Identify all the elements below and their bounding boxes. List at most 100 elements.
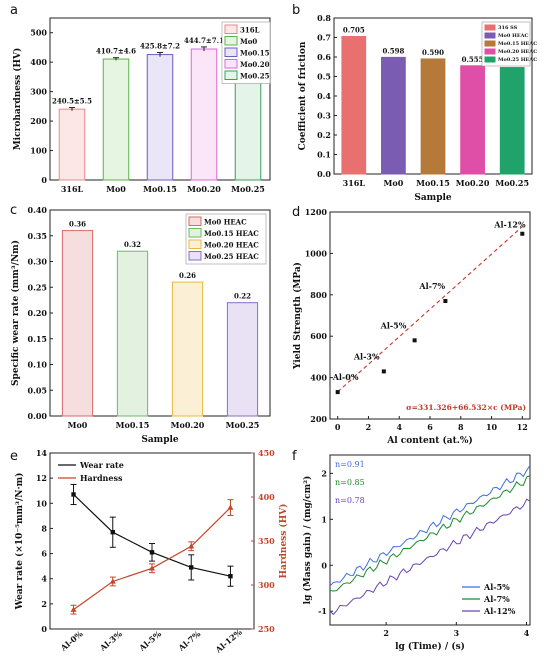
panel-b-ylabel: Coefficient of friction bbox=[298, 41, 308, 150]
panel-e-marker bbox=[149, 565, 155, 571]
panel-c-bar bbox=[116, 250, 149, 417]
panel-f-xtick-label: 3 bbox=[454, 628, 460, 638]
panel-e-legend-label: Wear rate bbox=[79, 460, 124, 470]
panel-f-ytick-label: -1 bbox=[318, 606, 327, 616]
panel-d-ytick-label: 200 bbox=[310, 414, 327, 424]
panel-e-ytick-right-label: 450 bbox=[258, 448, 275, 458]
panel-d-xtick-label: 0 bbox=[335, 422, 341, 432]
panel-letter-c: c bbox=[10, 203, 17, 218]
panel-c-bar bbox=[226, 302, 259, 417]
panel-a-xtick-label: 316L bbox=[61, 184, 84, 194]
panel-e-marker bbox=[70, 606, 77, 612]
panel-c-xtick-label: Mo0 bbox=[68, 420, 88, 430]
panel-d-point-label: Al-5% bbox=[380, 320, 407, 330]
panel-b-legend-swatch bbox=[484, 48, 496, 55]
panel-b-data-label: 0.598 bbox=[382, 46, 404, 55]
panel-b-legend-label: Mo0 HEAC bbox=[498, 33, 529, 39]
panel-e-ytick-label: 8 bbox=[41, 523, 47, 533]
panel-a-legend-swatch bbox=[224, 59, 238, 69]
panel-d-point-label: Al-7% bbox=[418, 281, 445, 291]
panel-d-xtick-label: 10 bbox=[486, 422, 498, 432]
panel-b-xtick-label: Mo0 bbox=[384, 178, 404, 188]
panel-d-point-label: Al-0% bbox=[332, 372, 359, 382]
panel-d-xtick-label: 12 bbox=[517, 422, 528, 432]
panel-a-legend-swatch bbox=[224, 36, 238, 46]
panel-a-legend-label: Mo0.25 bbox=[240, 72, 270, 81]
panel-e-marker bbox=[188, 543, 195, 549]
panel-c-xtick-label: Mo0.25 bbox=[226, 420, 260, 430]
panel-c-bar bbox=[171, 281, 204, 417]
panel-a-ytick-label: 200 bbox=[30, 116, 47, 126]
panel-a-ytick-label: 300 bbox=[30, 87, 47, 97]
panel-e-marker bbox=[110, 530, 115, 535]
panel-a-xtick-label: Mo0.20 bbox=[187, 184, 221, 194]
panel-a-legend-swatch bbox=[224, 24, 238, 34]
panel-b-bar bbox=[499, 67, 525, 175]
panel-d-point-label: Al-3% bbox=[353, 351, 380, 361]
panel-f-ytick-label: 0 bbox=[321, 560, 327, 570]
panel-b-bar bbox=[460, 65, 485, 175]
panel-d-xtick-label: 2 bbox=[366, 422, 372, 432]
panel-e-marker bbox=[149, 550, 155, 555]
panel-a-bar bbox=[146, 54, 174, 181]
panel-b-xlabel: Sample bbox=[414, 193, 452, 203]
panel-c-xtick-label: Mo0.15 bbox=[116, 420, 150, 430]
panel-b-xtick-label: Mo0.20 bbox=[456, 178, 490, 188]
panel-e-marker bbox=[227, 504, 234, 510]
panel-e-ytick-right-label: 350 bbox=[258, 536, 275, 546]
panel-b-bar bbox=[341, 36, 367, 175]
panel-d-point bbox=[381, 369, 386, 374]
panel-c-legend-label: Mo0.20 HEAC bbox=[204, 241, 259, 250]
panel-b-legend-label: Mo0.25 HEAC bbox=[498, 57, 537, 63]
panel-f-xtick-label: 4 bbox=[524, 628, 530, 638]
panel-a-data-label: 444.7±7.1 bbox=[184, 36, 224, 45]
panel-b-xtick-label: Mo0.15 bbox=[416, 178, 450, 188]
panel-d-xtick-label: 6 bbox=[427, 422, 433, 432]
panel-a-data-label: 425.8±7.2 bbox=[140, 41, 180, 50]
panel-a-bar bbox=[102, 58, 130, 181]
panel-a-legend-swatch bbox=[224, 47, 238, 57]
panel-b-bar bbox=[381, 56, 406, 175]
panel-a-legend-label: Mo0 bbox=[240, 37, 257, 46]
panel-b-legend-label: Mo0.15 HEAC bbox=[498, 41, 537, 47]
panel-a-data-label: 410.7±4.6 bbox=[96, 47, 136, 56]
panel-d-point bbox=[520, 231, 525, 236]
panel-a-ytick-label: 100 bbox=[30, 146, 47, 156]
panel-c-ytick-label: 0.25 bbox=[28, 282, 47, 292]
panel-e-ytick-right-label: 400 bbox=[258, 492, 275, 502]
panel-e-ylabel-right: Hardness (HV) bbox=[278, 504, 289, 579]
panel-a-bar bbox=[190, 48, 218, 181]
panel-c-ytick-label: 0.40 bbox=[28, 205, 48, 215]
panel-c-ytick-label: 0.10 bbox=[28, 360, 48, 370]
panel-letter-f: f bbox=[292, 449, 297, 464]
panel-d-point-label: Al-12% bbox=[493, 220, 526, 230]
panel-e-xtick-label: Al-12% bbox=[213, 627, 244, 656]
panel-c-bar bbox=[61, 230, 94, 417]
panel-e-ytick-right-label: 300 bbox=[258, 580, 275, 590]
panel-e-ytick-label: 4 bbox=[41, 574, 47, 584]
panel-letter-b: b bbox=[292, 3, 300, 18]
panel-e-ytick-label: 6 bbox=[41, 549, 47, 559]
panel-a-ytick-label: 0 bbox=[41, 175, 47, 185]
panel-f-ylabel: lg (Mass gain) / (mg/cm²) bbox=[302, 476, 313, 605]
panel-b-ytick-label: 0.7 bbox=[317, 33, 331, 43]
panel-e-xtick-label: Al-3% bbox=[97, 628, 124, 653]
panel-c-data-label: 0.32 bbox=[124, 240, 141, 249]
panel-b-data-label: 0.590 bbox=[422, 48, 444, 57]
panel-c-ytick-label: 0.05 bbox=[28, 385, 47, 395]
panel-f-series-line bbox=[329, 475, 531, 592]
panel-f-n-label: n=0.85 bbox=[335, 478, 365, 487]
panel-b-legend-label: 316 SS bbox=[498, 25, 518, 31]
panel-e-legend-label: Hardness bbox=[80, 473, 123, 483]
panel-c-legend-label: Mo0 HEAC bbox=[204, 218, 247, 227]
panel-d-ytick-label: 1200 bbox=[305, 207, 328, 217]
panel-b-xtick-label: Mo0.25 bbox=[495, 178, 529, 188]
panel-b-xtick-label: 316L bbox=[343, 178, 366, 188]
panel-e-marker bbox=[71, 492, 76, 497]
panel-e-ytick-label: 12 bbox=[36, 473, 47, 483]
panel-c-ytick-label: 0.15 bbox=[28, 334, 47, 344]
panel-f-series-line bbox=[329, 498, 531, 616]
panel-e-xtick-label: Al-7% bbox=[175, 628, 202, 653]
panel-a-xtick-label: Mo0 bbox=[106, 184, 126, 194]
